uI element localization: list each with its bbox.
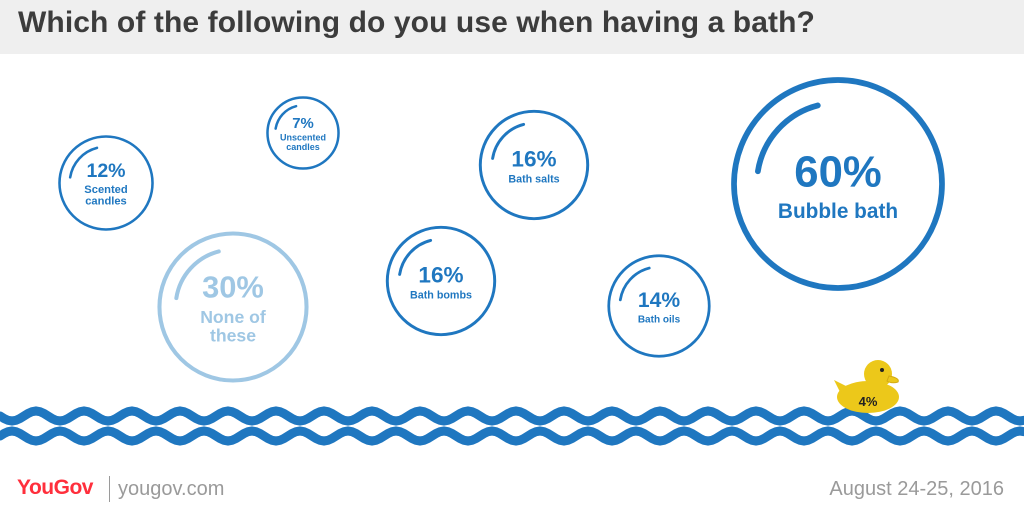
water-waves bbox=[0, 406, 1024, 446]
bubble-label: Unscented bbox=[280, 133, 326, 143]
wave-top bbox=[0, 406, 1024, 426]
bubble-value: 14% bbox=[638, 289, 680, 312]
wave-bottom bbox=[0, 426, 1024, 446]
bubble-value: 16% bbox=[511, 146, 556, 171]
bubble-highlight bbox=[755, 102, 821, 175]
bubble-circle bbox=[385, 225, 497, 337]
bubble-circle bbox=[157, 231, 309, 383]
duck-value: 4% bbox=[859, 394, 878, 409]
bubble-label: Bubble bath bbox=[778, 200, 898, 223]
header-bar: Which of the following do you use when h… bbox=[0, 0, 1024, 54]
duck-eye bbox=[880, 368, 884, 372]
bubble-highlight bbox=[398, 238, 433, 276]
bubble-bath-salts: 16% Bath salts bbox=[478, 109, 590, 221]
duck-beak bbox=[886, 375, 899, 384]
bubble-circle bbox=[478, 109, 590, 221]
bubble-value: 16% bbox=[418, 262, 463, 287]
bubble-circle bbox=[731, 77, 945, 291]
bubble-label: None of bbox=[200, 307, 266, 327]
chart-title: Which of the following do you use when h… bbox=[18, 6, 815, 39]
rubber-duck: 4% bbox=[834, 360, 899, 413]
bubble-label: Bath oils bbox=[638, 314, 681, 325]
bubble-circle bbox=[266, 96, 340, 170]
duck-head bbox=[864, 360, 892, 388]
bubble-label: Scented bbox=[84, 184, 128, 196]
bubble-value: 7% bbox=[292, 116, 314, 132]
bubble-highlight bbox=[68, 146, 99, 179]
footer-date: August 24-25, 2016 bbox=[829, 478, 1004, 500]
bubble-highlight bbox=[174, 249, 221, 301]
footer-site: yougov.com bbox=[118, 478, 225, 500]
bubble-label: these bbox=[210, 325, 256, 345]
bubble-label: candles bbox=[85, 196, 127, 208]
bubble-circle bbox=[607, 254, 711, 358]
duck-tail bbox=[834, 380, 850, 392]
yougov-logo: YouGov bbox=[17, 476, 93, 499]
bubble-bubble-bath: 60% Bubble bath bbox=[731, 77, 945, 291]
bubble-highlight bbox=[274, 104, 298, 130]
bubble-bath-oils: 14% Bath oils bbox=[607, 254, 711, 358]
duck-body bbox=[837, 381, 899, 413]
bubble-value: 12% bbox=[86, 160, 125, 182]
bubble-label: Bath salts bbox=[508, 174, 559, 186]
bubble-label: Bath bombs bbox=[410, 290, 472, 302]
bubble-label: candles bbox=[286, 142, 320, 152]
bubble-bath-bombs: 16% Bath bombs bbox=[385, 225, 497, 337]
bubble-highlight bbox=[618, 266, 651, 302]
bubble-highlight bbox=[491, 122, 526, 160]
bubble-value: 60% bbox=[794, 148, 881, 197]
bubble-value: 30% bbox=[202, 269, 264, 304]
bubble-circle bbox=[58, 135, 154, 231]
footer-divider bbox=[109, 476, 110, 502]
